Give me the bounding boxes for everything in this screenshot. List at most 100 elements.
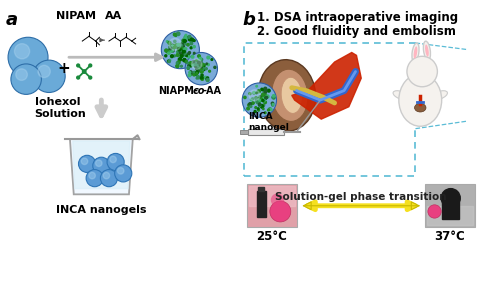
Circle shape xyxy=(200,77,203,80)
Circle shape xyxy=(174,44,177,47)
Circle shape xyxy=(176,47,178,48)
Circle shape xyxy=(195,63,198,65)
Circle shape xyxy=(172,45,173,47)
Circle shape xyxy=(207,63,210,66)
Circle shape xyxy=(260,100,261,101)
Circle shape xyxy=(270,201,291,222)
Circle shape xyxy=(166,41,168,42)
Circle shape xyxy=(200,67,202,70)
Circle shape xyxy=(8,37,48,77)
Circle shape xyxy=(193,74,195,76)
Circle shape xyxy=(259,99,261,101)
Circle shape xyxy=(184,53,186,55)
Circle shape xyxy=(200,70,203,72)
Circle shape xyxy=(190,62,192,64)
Polygon shape xyxy=(258,187,264,190)
Circle shape xyxy=(264,87,266,90)
Circle shape xyxy=(176,32,180,36)
Circle shape xyxy=(196,68,198,70)
Circle shape xyxy=(258,99,260,101)
Circle shape xyxy=(185,54,187,56)
Circle shape xyxy=(180,49,182,51)
Circle shape xyxy=(268,109,270,111)
Circle shape xyxy=(200,68,202,70)
Circle shape xyxy=(211,59,212,60)
Circle shape xyxy=(200,76,203,79)
Circle shape xyxy=(272,97,274,98)
Circle shape xyxy=(196,70,198,72)
Circle shape xyxy=(248,103,252,106)
Circle shape xyxy=(168,60,170,62)
Circle shape xyxy=(188,68,189,69)
Circle shape xyxy=(200,68,202,71)
Circle shape xyxy=(183,59,186,61)
Circle shape xyxy=(190,73,192,75)
Circle shape xyxy=(168,52,170,54)
Circle shape xyxy=(198,70,200,72)
Circle shape xyxy=(200,70,203,73)
Circle shape xyxy=(184,53,186,55)
Circle shape xyxy=(170,55,173,58)
Circle shape xyxy=(193,46,196,48)
Circle shape xyxy=(184,37,187,39)
Circle shape xyxy=(188,56,190,58)
Circle shape xyxy=(180,44,182,47)
Circle shape xyxy=(258,99,261,102)
Circle shape xyxy=(258,108,259,110)
Polygon shape xyxy=(240,130,248,134)
Circle shape xyxy=(180,51,182,53)
Circle shape xyxy=(168,50,169,52)
Circle shape xyxy=(262,97,264,98)
Text: 2. Good fluidity and embolism: 2. Good fluidity and embolism xyxy=(256,25,456,38)
Circle shape xyxy=(170,49,173,52)
Circle shape xyxy=(247,107,250,110)
Circle shape xyxy=(264,93,266,95)
Ellipse shape xyxy=(412,43,419,62)
Circle shape xyxy=(428,205,441,218)
Circle shape xyxy=(199,57,202,60)
Circle shape xyxy=(192,39,194,41)
Polygon shape xyxy=(70,139,133,194)
Circle shape xyxy=(199,64,201,66)
Circle shape xyxy=(259,96,261,98)
Text: INCA nanogels: INCA nanogels xyxy=(56,205,146,215)
Circle shape xyxy=(258,103,261,106)
Circle shape xyxy=(176,50,180,53)
Circle shape xyxy=(38,65,50,78)
Circle shape xyxy=(252,103,254,104)
Circle shape xyxy=(186,61,188,63)
Circle shape xyxy=(200,67,202,70)
Circle shape xyxy=(191,55,194,58)
Circle shape xyxy=(186,55,188,57)
Text: 1. DSA intraoperative imaging: 1. DSA intraoperative imaging xyxy=(256,10,458,23)
Circle shape xyxy=(407,56,438,87)
Circle shape xyxy=(198,67,202,70)
Circle shape xyxy=(180,50,182,52)
Circle shape xyxy=(182,48,185,51)
Circle shape xyxy=(199,68,202,70)
Circle shape xyxy=(260,105,264,108)
Circle shape xyxy=(176,65,179,68)
Circle shape xyxy=(202,66,204,68)
Circle shape xyxy=(174,40,176,42)
Circle shape xyxy=(262,98,264,100)
Circle shape xyxy=(171,44,174,47)
Circle shape xyxy=(188,53,190,55)
Circle shape xyxy=(182,51,186,54)
Circle shape xyxy=(179,48,182,52)
Circle shape xyxy=(252,102,254,104)
Circle shape xyxy=(11,64,42,94)
Circle shape xyxy=(180,48,182,50)
Circle shape xyxy=(185,35,187,36)
Circle shape xyxy=(201,64,203,67)
Circle shape xyxy=(188,54,189,56)
Text: 37°C: 37°C xyxy=(434,230,465,243)
Circle shape xyxy=(177,43,180,46)
Circle shape xyxy=(264,90,267,93)
Circle shape xyxy=(188,52,190,54)
Polygon shape xyxy=(427,206,472,225)
Circle shape xyxy=(178,44,181,47)
Circle shape xyxy=(162,31,200,69)
Circle shape xyxy=(164,49,168,52)
Circle shape xyxy=(183,59,186,62)
